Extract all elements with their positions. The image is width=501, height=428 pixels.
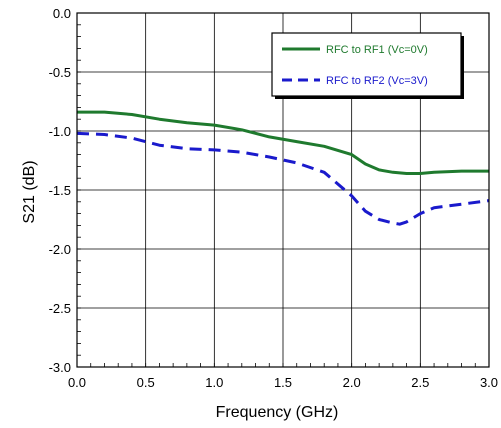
x-tick-label: 1.5 — [274, 375, 292, 390]
legend-label-2: RFC to RF2 (Vc=3V) — [326, 75, 428, 87]
y-tick-label: -3.0 — [49, 360, 71, 375]
legend-label-1: RFC to RF1 (Vc=0V) — [326, 44, 428, 56]
y-tick-label: -1.0 — [49, 124, 71, 139]
y-tick-label: -2.0 — [49, 242, 71, 257]
legend: RFC to RF1 (Vc=0V) RFC to RF2 (Vc=3V) — [272, 33, 464, 99]
y-axis-title: S21 (dB) — [21, 160, 38, 223]
x-tick-label: 2.0 — [343, 375, 361, 390]
x-tick-label: 2.5 — [411, 375, 429, 390]
y-tick-label: -1.5 — [49, 183, 71, 198]
y-tick-label: -0.5 — [49, 65, 71, 80]
x-tick-label: 0.0 — [68, 375, 86, 390]
x-tick-label: 1.0 — [205, 375, 223, 390]
x-tick-label: 0.5 — [137, 375, 155, 390]
y-tick-label: 0.0 — [53, 6, 71, 21]
x-tick-label: 3.0 — [480, 375, 498, 390]
x-axis-title: Frequency (GHz) — [216, 404, 339, 421]
y-tick-label: -2.5 — [49, 301, 71, 316]
